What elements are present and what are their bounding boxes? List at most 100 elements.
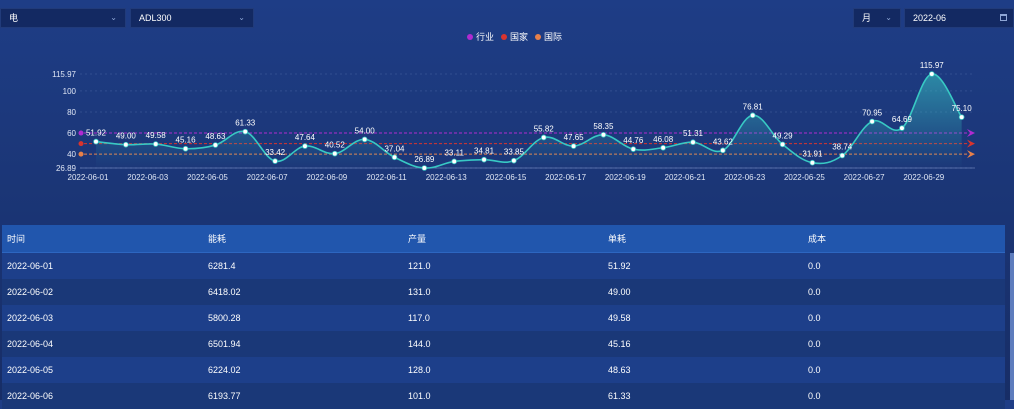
table-cell: 117.0 — [408, 313, 430, 323]
data-label: 44.76 — [623, 136, 644, 145]
data-label: 55.82 — [534, 124, 555, 133]
table-cell: 6281.4 — [208, 261, 236, 271]
data-point — [630, 146, 637, 152]
data-label: 49.00 — [116, 132, 137, 141]
legend-marker — [501, 34, 507, 40]
data-label: 38.74 — [832, 142, 853, 151]
table-cell: 0.0 — [808, 339, 821, 349]
data-label: 46.08 — [653, 135, 674, 144]
data-point — [391, 154, 398, 161]
table-row[interactable]: 2022-06-04 6501.94 144.0 45.16 0.0 — [2, 331, 1005, 357]
x-tick-label: 2022-06-01 — [68, 173, 109, 182]
column-header: 能耗 — [208, 234, 227, 244]
y-tick-label: 80 — [67, 108, 76, 117]
data-point — [212, 142, 219, 148]
table-cell: 5800.28 — [208, 313, 241, 323]
data-point — [779, 141, 786, 148]
data-label: 48.63 — [205, 132, 226, 141]
table-cell: 6224.02 — [208, 365, 241, 375]
data-label: 75.10 — [952, 104, 973, 113]
table-cell: 6418.02 — [208, 287, 241, 297]
device-code-value: ADL300 — [139, 13, 172, 23]
table-cell: 131.0 — [408, 287, 431, 297]
data-label: 33.11 — [444, 148, 464, 157]
data-point — [451, 158, 458, 165]
data-label: 51.31 — [683, 129, 704, 138]
data-label: 43.62 — [713, 137, 734, 146]
column-header: 时间 — [7, 234, 26, 244]
data-point — [182, 145, 189, 152]
data-point — [839, 152, 846, 159]
period-value: 月 — [862, 13, 872, 23]
data-point — [331, 150, 338, 157]
chevron-down-icon: ⌄ — [885, 13, 892, 22]
data-label: 51.92 — [86, 129, 107, 138]
x-tick-label: 2022-06-13 — [426, 173, 467, 182]
reference-arrow-icon — [967, 129, 975, 138]
y-tick-label: 26.89 — [56, 164, 77, 173]
period-select[interactable]: 月 ⌄ — [853, 8, 901, 28]
y-tick-label: 100 — [63, 87, 77, 96]
table-cell: 6501.94 — [208, 339, 241, 349]
data-label: 37.04 — [384, 144, 405, 153]
table-row[interactable]: 2022-06-01 6281.4 121.0 51.92 0.0 — [2, 253, 1005, 279]
table-row[interactable]: 2022-06-05 6224.02 128.0 48.63 0.0 — [2, 357, 1005, 383]
table-cell: 6193.77 — [208, 391, 241, 401]
table-cell: 121.0 — [408, 261, 431, 271]
table-cell: 49.00 — [608, 287, 631, 297]
x-tick-label: 2022-06-19 — [605, 173, 646, 182]
data-point — [361, 136, 368, 143]
table-row[interactable]: 2022-06-06 6193.77 101.0 61.33 0.0 — [2, 383, 1005, 409]
data-label: 47.65 — [564, 133, 585, 142]
chart-svg: 26.89 40 60 80 100 115.97 51.92 49.00 49.58 45.16… — [52, 31, 975, 182]
energy-type-value: 电 — [9, 13, 19, 23]
table-cell: 101.0 — [408, 391, 431, 401]
table-row[interactable]: 2022-06-02 6418.02 131.0 49.00 0.0 — [2, 279, 1005, 305]
table-cell: 144.0 — [408, 339, 431, 349]
data-point — [958, 114, 965, 120]
data-label: 61.33 — [235, 119, 256, 128]
table-cell: 2022-06-01 — [7, 261, 54, 271]
data-label: 115.97 — [920, 61, 944, 70]
table-row[interactable]: 2022-06-03 5800.28 117.0 49.58 0.0 — [2, 305, 1005, 331]
x-tick-label: 2022-06-23 — [724, 173, 765, 182]
data-point — [302, 143, 308, 149]
table-cell: 2022-06-03 — [7, 313, 54, 323]
x-tick-label: 2022-06-07 — [247, 173, 288, 182]
y-tick-label: 115.97 — [52, 70, 76, 79]
data-point — [690, 139, 696, 146]
data-point — [809, 159, 816, 166]
table-header: 时间 能耗 产量 单耗 成本 — [2, 225, 1005, 253]
device-code-select[interactable]: ADL300 ⌄ — [130, 8, 254, 28]
x-tick-label: 2022-06-03 — [127, 173, 168, 182]
data-point — [123, 141, 129, 148]
x-tick-label: 2022-06-21 — [665, 173, 706, 182]
table-cell: 49.58 — [608, 313, 631, 323]
data-label: 45.16 — [176, 136, 197, 145]
data-point — [660, 144, 666, 151]
data-label: 64.69 — [892, 115, 913, 124]
series-area — [96, 73, 962, 169]
table-body: 2022-06-01 6281.4 121.0 51.92 0.0 2022-06-02 6… — [2, 253, 1005, 409]
table-cell: 0.0 — [808, 391, 821, 401]
data-label: 70.95 — [862, 109, 883, 118]
data-point — [242, 128, 249, 135]
x-tick-label: 2022-06-27 — [844, 173, 885, 182]
y-tick-label: 60 — [67, 129, 76, 138]
chevron-down-icon: ⌄ — [110, 13, 117, 22]
reference-arrow-icon — [967, 150, 975, 159]
month-picker[interactable]: 2022-06 — [904, 8, 1014, 28]
reference-arrow-icon — [967, 139, 975, 148]
data-point — [869, 118, 875, 125]
data-table: 时间 能耗 产量 单耗 成本 2022-06-01 6281.4 121.0 51.92 0.0… — [2, 225, 1005, 409]
table-scroll-thumb[interactable] — [1010, 253, 1014, 400]
data-point — [720, 147, 726, 154]
table-cell: 61.33 — [608, 391, 631, 401]
table-cell: 128.0 — [408, 365, 431, 375]
chevron-down-icon: ⌄ — [238, 13, 245, 22]
data-label: 49.58 — [146, 131, 167, 140]
x-tick-label: 2022-06-11 — [366, 173, 407, 182]
energy-type-select[interactable]: 电 ⌄ — [0, 8, 126, 28]
table-scrollbar[interactable] — [1010, 253, 1014, 400]
table-cell: 51.92 — [608, 261, 631, 271]
